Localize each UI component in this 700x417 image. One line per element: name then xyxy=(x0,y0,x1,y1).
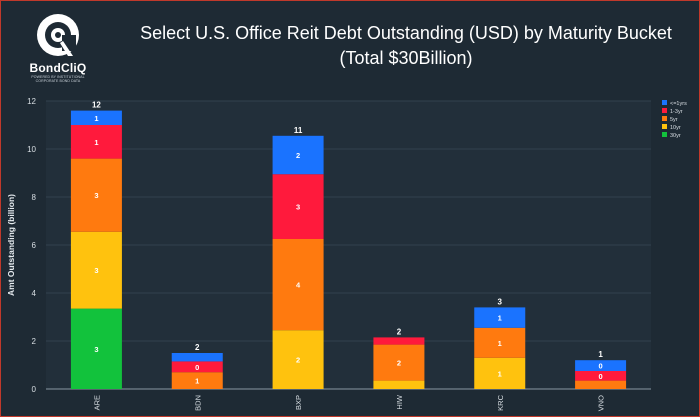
x-tick-label: BDN xyxy=(193,395,202,411)
segment-value-label: 2 xyxy=(397,359,401,368)
bar-segment-are xyxy=(70,231,122,309)
bar-segment-vno xyxy=(575,371,627,381)
segment-value-label: 1 xyxy=(498,314,502,323)
bar-total-label: 12 xyxy=(92,101,101,110)
legend-label: 30yr xyxy=(670,133,681,139)
segment-value-label: 0 xyxy=(598,362,602,371)
y-tick-label: 8 xyxy=(32,193,37,202)
segment-value-label: 1 xyxy=(498,339,502,348)
y-axis-title: Amt Outstanding (billion) xyxy=(6,194,16,296)
bar-total-label: 1 xyxy=(598,350,603,359)
segment-value-label: 4 xyxy=(296,281,301,290)
bar-segment-bdn xyxy=(171,353,223,362)
legend-label: <=1yrs xyxy=(670,101,687,107)
bar-segment-are xyxy=(70,158,122,232)
segment-value-label: 3 xyxy=(94,266,98,275)
legend-swatch xyxy=(662,100,667,105)
bar-total-label: 3 xyxy=(498,297,503,306)
y-tick-label: 0 xyxy=(32,385,37,394)
x-tick-label: ARE xyxy=(92,395,101,410)
bar-segment-krc xyxy=(474,327,526,358)
chart-title-line2: (Total $30Billion) xyxy=(339,48,473,68)
x-tick-label: HIW xyxy=(395,394,404,410)
segment-value-label: 1 xyxy=(498,369,502,378)
segment-value-label: 2 xyxy=(296,151,300,160)
bar-segment-hiw xyxy=(373,380,425,389)
segment-value-label: 0 xyxy=(195,363,199,372)
legend-label: 10yr xyxy=(670,125,681,131)
bar-segment-vno xyxy=(575,360,627,371)
y-tick-label: 4 xyxy=(32,289,37,298)
y-tick-label: 12 xyxy=(27,97,36,106)
x-tick-label: KRC xyxy=(496,394,505,410)
bondcliq-logo-icon xyxy=(37,14,79,56)
bar-total-label: 2 xyxy=(397,327,402,336)
bar-segment-are xyxy=(70,110,122,125)
segment-value-label: 3 xyxy=(296,203,300,212)
x-tick-label: BXP xyxy=(294,395,303,410)
bar-segment-bxp xyxy=(272,239,324,331)
x-tick-label: VNO xyxy=(597,395,606,411)
segment-value-label: 3 xyxy=(94,345,98,354)
bar-segment-are xyxy=(70,125,122,159)
y-tick-label: 10 xyxy=(27,145,36,154)
chart-title: Select U.S. Office Reit Debt Outstanding… xyxy=(131,21,681,71)
bar-segment-bxp xyxy=(272,135,324,175)
y-tick-label: 2 xyxy=(32,337,37,346)
segment-value-label: 0 xyxy=(598,372,602,381)
bar-segment-krc xyxy=(474,307,526,328)
bar-segment-krc xyxy=(474,357,526,389)
legend-swatch xyxy=(662,132,667,137)
chart-title-line1: Select U.S. Office Reit Debt Outstanding… xyxy=(140,23,672,43)
legend-label: 1-3yr xyxy=(670,109,683,115)
bar-segment-vno xyxy=(575,380,627,389)
y-tick-label: 6 xyxy=(32,241,37,250)
bar-segment-bdn xyxy=(171,372,223,389)
bar-segment-hiw xyxy=(373,337,425,345)
legend-label: 5yr xyxy=(670,117,678,123)
legend-swatch xyxy=(662,124,667,129)
bondcliq-logo: BondCliQ POWERED BY INSTITUTIONAL CORPOR… xyxy=(23,11,93,87)
bar-segment-bdn xyxy=(171,361,223,373)
legend-swatch xyxy=(662,108,667,113)
segment-value-label: 1 xyxy=(195,377,199,386)
bar-segment-are xyxy=(70,308,122,389)
bar-segment-bxp xyxy=(272,330,324,389)
segment-value-label: 2 xyxy=(296,356,300,365)
bar-segment-hiw xyxy=(373,344,425,381)
legend-swatch xyxy=(662,116,667,121)
segment-value-label: 1 xyxy=(94,138,98,147)
bar-total-label: 11 xyxy=(294,126,303,135)
segment-value-label: 3 xyxy=(94,191,98,200)
logo-brand: BondCliQ xyxy=(29,61,87,75)
logo-tagline: POWERED BY INSTITUTIONAL CORPORATE BOND … xyxy=(31,75,85,83)
bar-segment-bxp xyxy=(272,174,324,239)
bar-total-label: 2 xyxy=(195,343,200,352)
segment-value-label: 1 xyxy=(94,114,98,123)
